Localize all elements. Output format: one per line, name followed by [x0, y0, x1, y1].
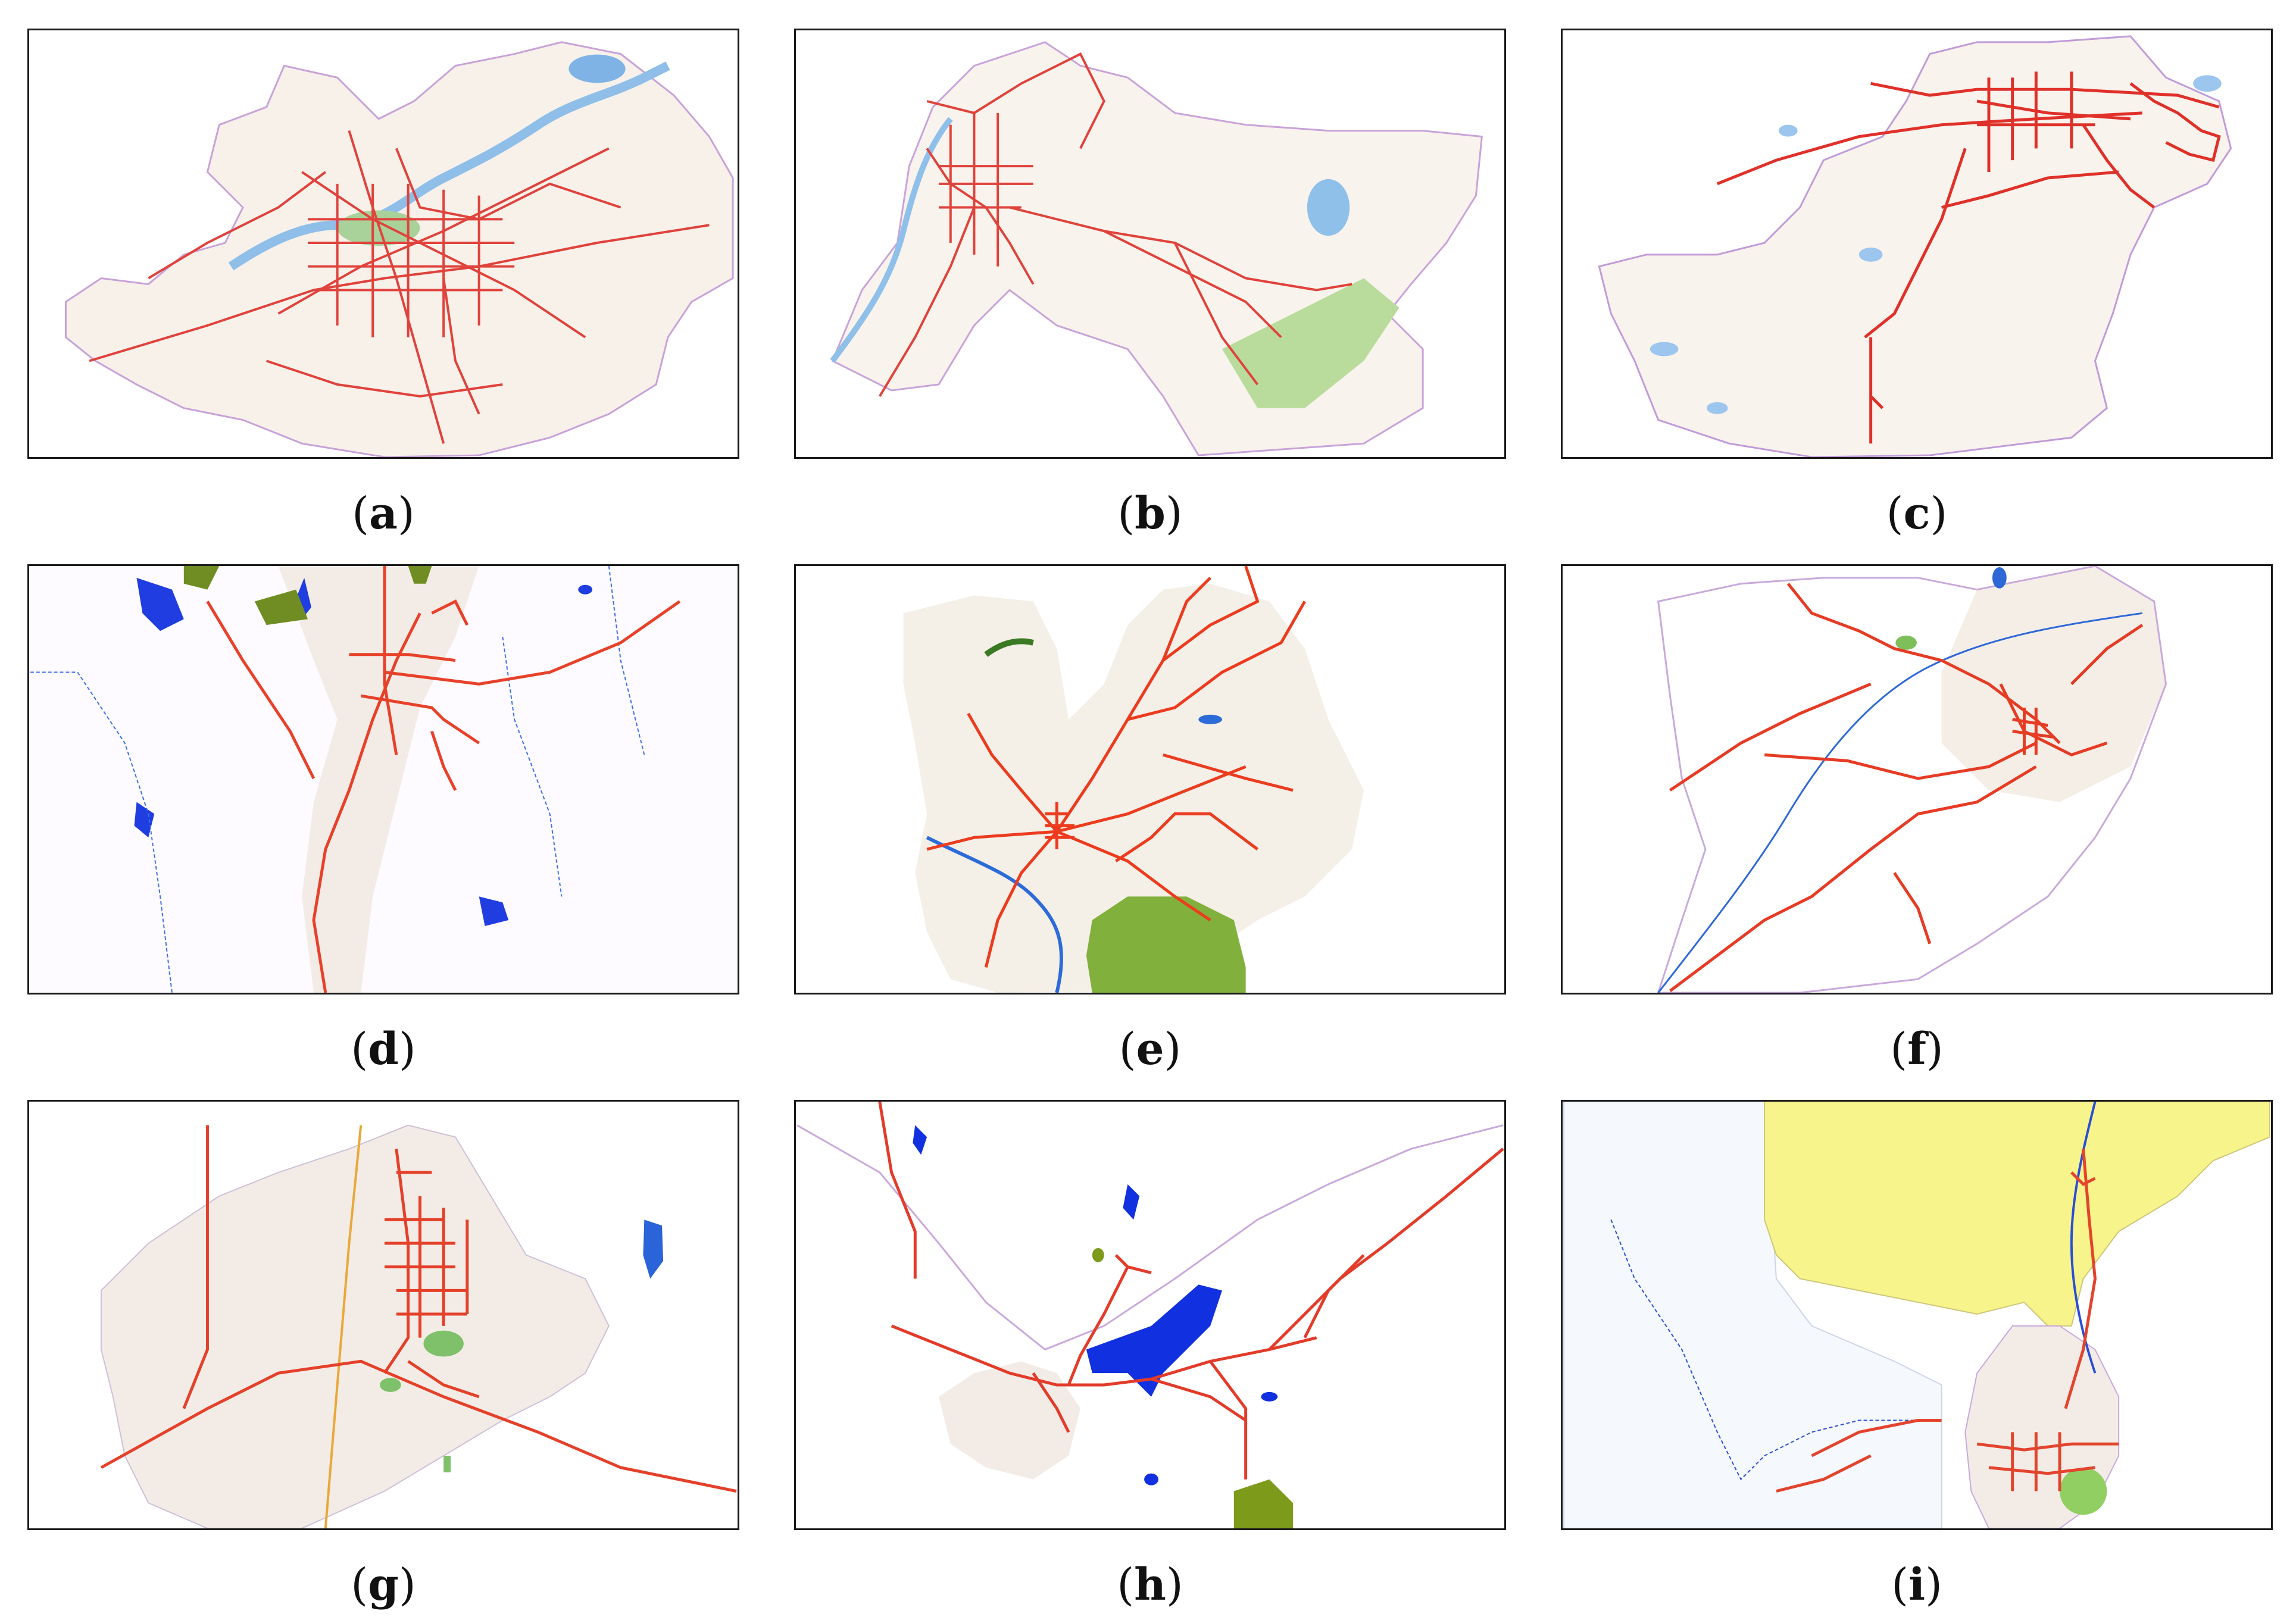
map-a: [30, 30, 737, 457]
map-b: [796, 30, 1504, 457]
map-d: [30, 566, 737, 993]
map-i: [1563, 1102, 2271, 1528]
forest-e: [1086, 896, 1246, 993]
lake-a: [568, 54, 626, 83]
forest-h: [1233, 1479, 1293, 1528]
road-network-i: [1776, 1149, 2119, 1493]
map-panel-d: [27, 564, 739, 994]
caption-i: (i): [1891, 1559, 1942, 1610]
map-panel-c: [1561, 29, 2273, 459]
map-c: [1563, 30, 2270, 457]
map-g: [30, 1102, 737, 1528]
river-i: [2070, 1102, 2097, 1374]
caption-a: (a): [352, 488, 415, 539]
map-panel-e: [794, 564, 1506, 994]
forest-b: [1222, 278, 1400, 408]
road-network-b: [879, 52, 1352, 397]
river-a: [228, 61, 670, 271]
map-h: [796, 1102, 1504, 1528]
waterbodies-h: [913, 1125, 1278, 1485]
reservoir-h: [1086, 1284, 1222, 1397]
river-b: [830, 117, 953, 363]
road-network-e: [926, 566, 1306, 968]
map-panel-b: [794, 29, 1506, 459]
river-green-e: [984, 638, 1034, 657]
map-f: [1563, 566, 2270, 993]
river-f: [1657, 612, 2143, 993]
railway-g: [324, 1125, 363, 1528]
caption-e: (e): [1119, 1024, 1182, 1075]
river-west-i: [1610, 1219, 1930, 1481]
road-network-c: [1716, 71, 2221, 444]
road-network-a: [89, 130, 710, 444]
township-f: [1941, 566, 2166, 802]
caption-h: (h): [1117, 1559, 1183, 1610]
boundary-g: [100, 1124, 610, 1528]
township-d: [278, 566, 479, 993]
road-network-d: [206, 566, 681, 993]
lake-e: [1198, 714, 1222, 724]
caption-b: (b): [1117, 488, 1183, 539]
map-panel-h: [794, 1100, 1506, 1530]
boundary-e: [903, 583, 1364, 993]
road-network-g: [100, 1125, 737, 1493]
lake-g: [643, 1219, 664, 1279]
map-panel-a: [27, 29, 739, 459]
road-network-h: [878, 1102, 1504, 1480]
park-h: [1092, 1247, 1104, 1262]
park-i: [2059, 1467, 2107, 1515]
river-e: [926, 836, 1064, 993]
map-panel-i: [1561, 1100, 2273, 1530]
park-f: [1895, 636, 1917, 650]
lake-f: [1992, 567, 2007, 589]
caption-f: (f): [1890, 1024, 1944, 1075]
boundary-h: [796, 1124, 1504, 1351]
lake-b: [1307, 179, 1350, 236]
waterbodies-d: [134, 577, 593, 926]
caption-g: (g): [351, 1559, 416, 1610]
green-areas-d: [183, 566, 432, 626]
road-network-f: [1669, 583, 2144, 993]
lakes-c: [1650, 75, 2222, 414]
map-e: [796, 566, 1504, 993]
boundary-f: [1657, 566, 2167, 993]
map-panel-f: [1561, 564, 2273, 994]
caption-c: (c): [1886, 488, 1948, 539]
caption-d: (d): [351, 1024, 416, 1075]
map-panel-g: [27, 1100, 739, 1530]
parks-g: [380, 1330, 464, 1472]
